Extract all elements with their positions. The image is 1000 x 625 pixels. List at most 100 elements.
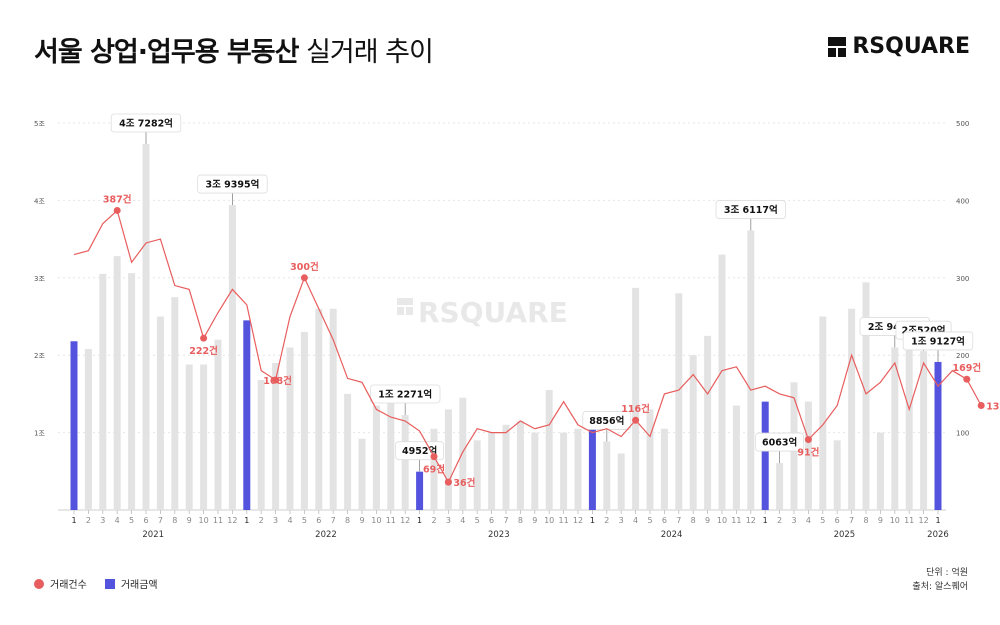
bar bbox=[502, 424, 510, 510]
x-tick-label: 7 bbox=[849, 516, 854, 525]
bar bbox=[588, 428, 596, 510]
x-tick-label: 3 bbox=[619, 516, 624, 525]
bar bbox=[459, 397, 467, 510]
x-tick-label: 2 bbox=[431, 516, 436, 525]
bar bbox=[387, 393, 395, 510]
count-label: 69건 bbox=[423, 464, 445, 476]
chart-notes: 단위 : 억원 출처: 알스퀘어 bbox=[912, 566, 968, 594]
bar bbox=[675, 293, 683, 510]
left-axis-tick: 3조 bbox=[34, 275, 45, 283]
bar bbox=[329, 308, 337, 510]
bar bbox=[531, 432, 539, 510]
bar bbox=[804, 401, 812, 510]
right-axis-tick: 100 bbox=[956, 430, 969, 438]
x-tick-label: 5 bbox=[129, 516, 134, 525]
x-tick-label: 2 bbox=[777, 516, 782, 525]
count-point bbox=[113, 206, 121, 214]
bar bbox=[171, 297, 179, 510]
bar bbox=[200, 364, 208, 510]
left-axis-tick: 1조 bbox=[34, 430, 45, 438]
legend-count-marker bbox=[34, 578, 44, 589]
x-tick-label: 10 bbox=[199, 516, 209, 525]
count-label: 135건 bbox=[986, 401, 1000, 413]
left-axis-tick: 4조 bbox=[34, 197, 45, 205]
bar bbox=[358, 438, 366, 510]
brand-logo: RSQUARE bbox=[828, 34, 970, 59]
callout-text: 1조 2271억 bbox=[378, 389, 432, 401]
callout-text: 3조 9395억 bbox=[205, 179, 259, 191]
bar bbox=[113, 256, 121, 510]
count-label: 91건 bbox=[797, 447, 819, 459]
callout-box bbox=[197, 174, 268, 194]
bar bbox=[617, 453, 625, 510]
legend: 거래건수 거래금액 bbox=[34, 576, 158, 591]
bar bbox=[315, 308, 323, 510]
watermark: RSQUARE bbox=[397, 296, 568, 329]
count-label: 169건 bbox=[953, 362, 982, 374]
count-label: 222건 bbox=[189, 345, 218, 357]
right-axis-tick: 400 bbox=[956, 197, 969, 205]
bar bbox=[876, 432, 884, 510]
x-tick-label: 2 bbox=[86, 516, 91, 525]
bar bbox=[344, 393, 352, 510]
bar bbox=[430, 428, 438, 510]
count-point bbox=[804, 436, 812, 444]
watermark-mark bbox=[406, 307, 413, 315]
count-point bbox=[430, 453, 438, 461]
right-axis-tick: 200 bbox=[956, 352, 969, 360]
x-tick-label: 9 bbox=[187, 516, 192, 525]
x-tick-label: 7 bbox=[503, 516, 508, 525]
x-tick-label: 11 bbox=[386, 516, 396, 525]
bar bbox=[833, 440, 841, 510]
bar bbox=[300, 331, 308, 510]
bar bbox=[70, 341, 78, 510]
x-tick-label: 5 bbox=[475, 516, 480, 525]
x-tick-label: 10 bbox=[544, 516, 554, 525]
callout-text: 4조 7282억 bbox=[119, 118, 173, 130]
callout-text: 4952억 bbox=[402, 445, 437, 457]
title-bold: 서울 상업·업무용 부동산 bbox=[34, 37, 299, 68]
x-tick-label: 11 bbox=[213, 516, 223, 525]
page-title: 서울 상업·업무용 부동산 실거래 추이 bbox=[34, 30, 434, 69]
x-tick-label: 4 bbox=[287, 516, 292, 525]
x-tick-label: 1 bbox=[244, 516, 249, 525]
logo-text: RSQUARE bbox=[852, 34, 970, 59]
x-tick-label: 8 bbox=[863, 516, 868, 525]
count-label: 300건 bbox=[290, 261, 319, 273]
x-tick-label: 9 bbox=[359, 516, 364, 525]
x-tick-label: 10 bbox=[371, 516, 381, 525]
x-tick-label: 12 bbox=[573, 516, 583, 525]
x-tick-label: 4 bbox=[115, 516, 120, 525]
count-point bbox=[300, 274, 308, 282]
bar bbox=[214, 339, 222, 510]
x-tick-label: 5 bbox=[302, 516, 307, 525]
watermark-mark bbox=[397, 298, 413, 305]
bar bbox=[646, 409, 654, 510]
x-tick-label: 2 bbox=[604, 516, 609, 525]
x-tick-label: 6 bbox=[316, 516, 321, 525]
left-axis-tick: 5조 bbox=[34, 120, 45, 128]
x-tick-label: 8 bbox=[345, 516, 350, 525]
x-tick-label: 3 bbox=[446, 516, 451, 525]
x-tick-label: 1 bbox=[417, 516, 422, 525]
right-axis-tick: 500 bbox=[956, 120, 969, 128]
bar bbox=[747, 230, 755, 511]
x-tick-label: 11 bbox=[731, 516, 741, 525]
count-label: 168건 bbox=[263, 375, 292, 387]
bar bbox=[416, 471, 424, 510]
bar bbox=[920, 351, 928, 510]
bar bbox=[286, 347, 294, 510]
bar bbox=[891, 347, 899, 510]
unit-note: 단위 : 억원 bbox=[926, 568, 968, 578]
callout-box bbox=[582, 411, 632, 430]
x-tick-label: 6 bbox=[662, 516, 667, 525]
bar bbox=[257, 379, 265, 510]
bar bbox=[185, 364, 193, 510]
bar bbox=[488, 432, 496, 510]
right-axis-tick: 300 bbox=[956, 275, 969, 283]
bar bbox=[99, 273, 107, 510]
count-label: 36건 bbox=[453, 477, 475, 489]
x-tick-label: 3 bbox=[791, 516, 796, 525]
count-point bbox=[632, 416, 640, 424]
